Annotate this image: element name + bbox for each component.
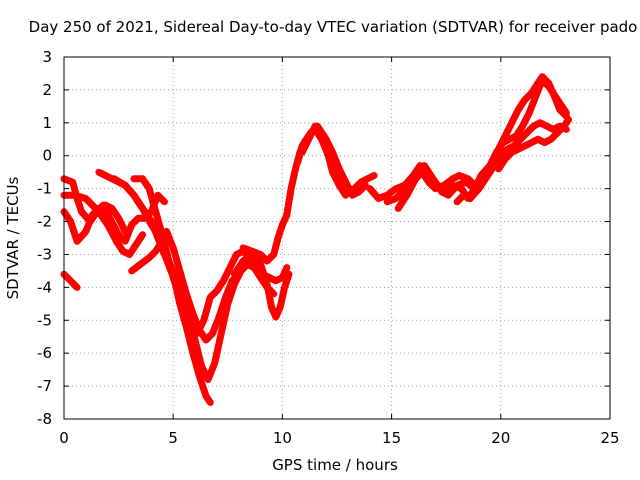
y-tick-label: -8: [37, 410, 52, 428]
series-track-17: [495, 116, 572, 173]
y-tick-label: 0: [42, 147, 52, 165]
y-tick-label: -5: [37, 311, 52, 329]
series-track-8: [130, 175, 214, 406]
series-track-6: [110, 175, 278, 383]
y-tick-label: -1: [37, 180, 52, 198]
series-track-16: [453, 119, 570, 206]
x-tick-label: 5: [168, 429, 178, 447]
y-tick-label: -7: [37, 377, 52, 395]
series-track-9: [230, 251, 293, 321]
x-tick-labels: 0 5 10 15 20 25: [59, 429, 619, 447]
x-tick-label: 0: [59, 429, 69, 447]
x-tick-label: 25: [600, 429, 619, 447]
plot-frame: [63, 56, 611, 420]
y-tick-label: -3: [37, 245, 52, 263]
x-tick-label: 10: [273, 429, 292, 447]
y-tick-label: -4: [37, 278, 52, 296]
y-tick-label: -6: [37, 344, 52, 362]
x-axis-label: GPS time / hours: [272, 456, 398, 474]
x-tick-label: 15: [382, 429, 401, 447]
series-group: [60, 73, 572, 406]
y-tick-label: 1: [42, 114, 52, 132]
y-tick-label: 3: [42, 48, 52, 66]
series-track-7: [128, 227, 243, 344]
y-tick-labels: -8 -7 -6 -5 -4 -3 -2 -1 0 1 2 3: [37, 48, 52, 428]
series-track-1: [60, 270, 81, 291]
chart-title: Day 250 of 2021, Sidereal Day-to-day VTE…: [29, 18, 638, 36]
y-tick-label: -2: [37, 213, 52, 231]
x-tick-label: 20: [491, 429, 510, 447]
y-tick-label: 2: [42, 81, 52, 99]
series-track-4: [60, 201, 129, 245]
y-axis-label: SDTVAR / TECUs: [4, 176, 22, 299]
series-track-12: [298, 122, 369, 199]
series-track-3: [60, 191, 147, 258]
axis-ticks: [63, 56, 611, 420]
